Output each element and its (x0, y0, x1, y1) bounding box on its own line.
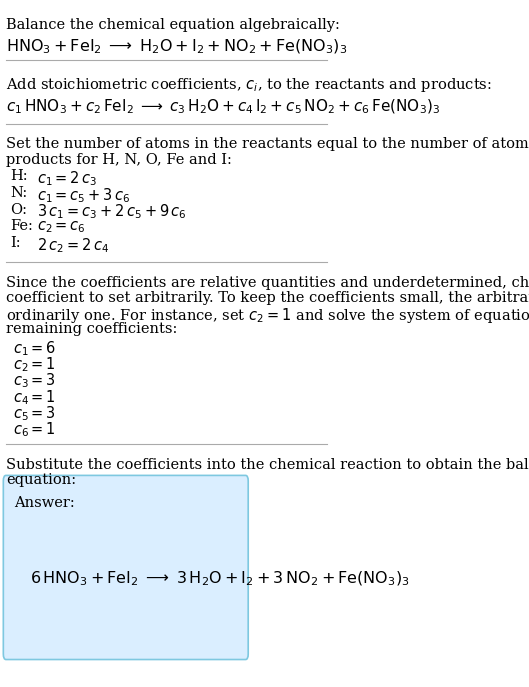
Text: ordinarily one. For instance, set $c_2 = 1$ and solve the system of equations fo: ordinarily one. For instance, set $c_2 =… (6, 306, 529, 326)
Text: $3\,c_1 = c_3 + 2\,c_5 + 9\,c_6$: $3\,c_1 = c_3 + 2\,c_5 + 9\,c_6$ (37, 203, 186, 221)
Text: $c_1 = 2\,c_3$: $c_1 = 2\,c_3$ (37, 169, 97, 188)
Text: I:: I: (10, 236, 21, 250)
Text: remaining coefficients:: remaining coefficients: (6, 322, 177, 335)
FancyBboxPatch shape (3, 475, 248, 660)
Text: $6\,\mathregular{HNO_3} + \mathregular{FeI_2} \;\longrightarrow\; 3\,\mathregula: $6\,\mathregular{HNO_3} + \mathregular{F… (30, 570, 410, 587)
Text: $c_1 = c_5 + 3\,c_6$: $c_1 = c_5 + 3\,c_6$ (37, 186, 130, 205)
Text: $\mathregular{HNO_3 + FeI_2 \;\longrightarrow\; H_2O + I_2 + NO_2 + Fe(NO_3)_3}$: $\mathregular{HNO_3 + FeI_2 \;\longright… (6, 38, 348, 56)
Text: $c_2 = c_6$: $c_2 = c_6$ (37, 220, 86, 235)
Text: Balance the chemical equation algebraically:: Balance the chemical equation algebraica… (6, 18, 340, 32)
Text: equation:: equation: (6, 473, 76, 486)
Text: O:: O: (10, 203, 27, 216)
Text: Answer:: Answer: (14, 496, 75, 510)
Text: $c_1\,\mathregular{HNO_3} + c_2\,\mathregular{FeI_2} \;\longrightarrow\; c_3\,\m: $c_1\,\mathregular{HNO_3} + c_2\,\mathre… (6, 98, 440, 116)
Text: H:: H: (10, 169, 28, 183)
Text: $c_2 = 1$: $c_2 = 1$ (13, 356, 56, 374)
Text: $c_5 = 3$: $c_5 = 3$ (13, 404, 56, 423)
Text: coefficient to set arbitrarily. To keep the coefficients small, the arbitrary va: coefficient to set arbitrarily. To keep … (6, 291, 529, 305)
Text: N:: N: (10, 186, 27, 200)
Text: Substitute the coefficients into the chemical reaction to obtain the balanced: Substitute the coefficients into the che… (6, 458, 529, 471)
Text: $c_3 = 3$: $c_3 = 3$ (13, 372, 56, 390)
Text: Add stoichiometric coefficients, $c_i$, to the reactants and products:: Add stoichiometric coefficients, $c_i$, … (6, 76, 492, 94)
Text: Fe:: Fe: (10, 220, 33, 234)
Text: Since the coefficients are relative quantities and underdetermined, choose a: Since the coefficients are relative quan… (6, 276, 529, 290)
Text: products for H, N, O, Fe and I:: products for H, N, O, Fe and I: (6, 153, 232, 166)
Text: $2\,c_2 = 2\,c_4$: $2\,c_2 = 2\,c_4$ (37, 236, 109, 255)
Text: $c_1 = 6$: $c_1 = 6$ (13, 339, 57, 358)
Text: $c_6 = 1$: $c_6 = 1$ (13, 420, 56, 439)
Text: $c_4 = 1$: $c_4 = 1$ (13, 388, 56, 407)
Text: Set the number of atoms in the reactants equal to the number of atoms in the: Set the number of atoms in the reactants… (6, 137, 529, 151)
